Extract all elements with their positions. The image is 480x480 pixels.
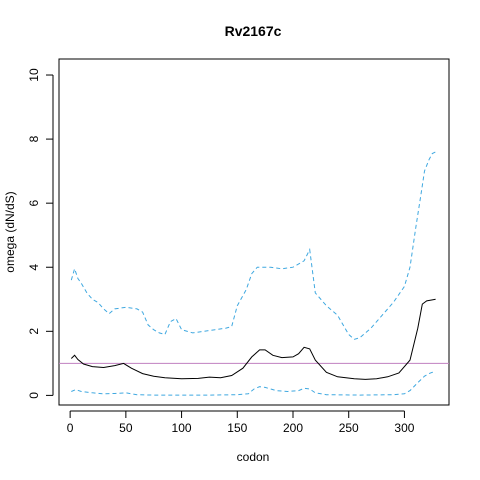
chart-title: Rv2167c <box>225 23 282 39</box>
y-tick-label: 2 <box>27 328 41 335</box>
x-tick-label: 200 <box>283 421 303 435</box>
plot-area <box>58 58 450 406</box>
x-axis: 0 50 100 150 200 250 300 <box>67 410 415 435</box>
series-line-estimate <box>70 298 436 380</box>
y-tick-label: 10 <box>27 68 41 82</box>
x-tick-label: 100 <box>172 421 192 435</box>
y-tick-label: 6 <box>27 200 41 207</box>
plot-layer <box>59 151 449 396</box>
x-tick-label: 300 <box>394 421 414 435</box>
y-tick-label: 4 <box>27 264 41 271</box>
y-tick-label: 0 <box>27 392 41 399</box>
y-axis: 0 2 4 6 8 10 <box>27 68 54 399</box>
x-tick-label: 0 <box>67 421 74 435</box>
x-tick-label: 250 <box>339 421 359 435</box>
x-tick-label: 150 <box>227 421 247 435</box>
x-axis-label: codon <box>237 450 270 464</box>
x-tick-label: 50 <box>119 421 133 435</box>
y-tick-label: 8 <box>27 135 41 142</box>
series-line-upper <box>70 151 436 340</box>
y-axis-label: omega (dN/dS) <box>3 191 17 272</box>
series-line-lower <box>71 371 436 396</box>
